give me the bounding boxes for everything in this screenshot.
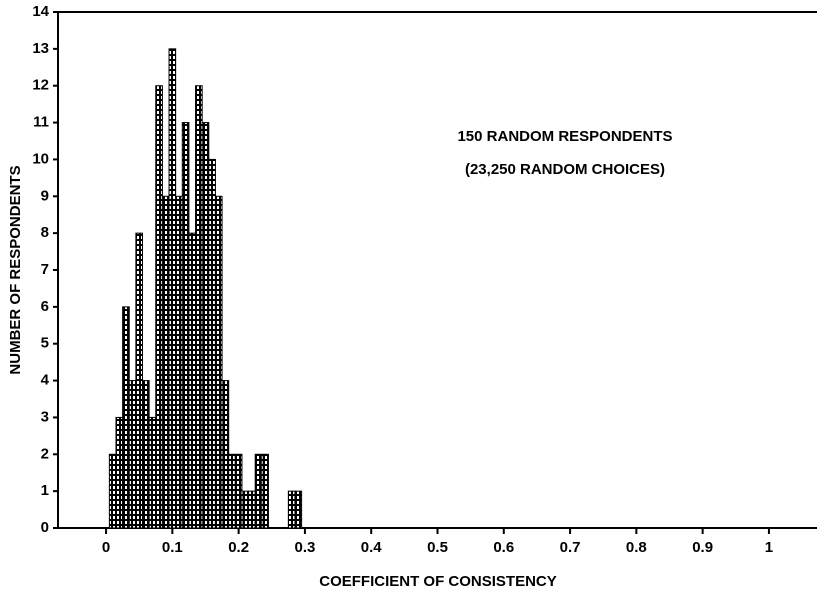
- bar: [234, 453, 243, 529]
- bar: [261, 453, 269, 529]
- y-tick-label: 2: [41, 445, 49, 462]
- x-axis-title: COEFFICIENT OF CONSISTENCY: [319, 573, 557, 590]
- y-tick-label: 9: [41, 187, 49, 204]
- x-tick-label: 0.2: [228, 539, 249, 556]
- bar: [115, 416, 124, 529]
- y-tick-label: 14: [32, 3, 49, 20]
- bar: [188, 232, 197, 529]
- y-tick-label: 7: [41, 261, 49, 278]
- bar: [208, 158, 216, 529]
- annotation: (23,250 RANDOM CHOICES): [465, 161, 665, 178]
- bar: [248, 490, 256, 529]
- bar: [108, 453, 117, 529]
- bar: [294, 490, 303, 529]
- x-tick-label: 0.8: [626, 539, 647, 556]
- bar: [161, 195, 170, 529]
- y-tick-label: 12: [32, 77, 49, 94]
- bar: [155, 85, 163, 529]
- x-tick-label: 1: [765, 539, 773, 556]
- bar: [181, 122, 190, 529]
- y-tick-label: 6: [41, 298, 49, 315]
- x-tick-label: 0.1: [162, 539, 183, 556]
- bar: [287, 490, 296, 529]
- bar: [122, 306, 130, 529]
- x-tick-label: 0.3: [294, 539, 315, 556]
- bar: [135, 232, 144, 529]
- x-tick-label: 0.4: [361, 539, 383, 556]
- x-tick-label: 0.5: [427, 539, 448, 556]
- x-tick-label: 0.7: [560, 539, 581, 556]
- y-axis-title: NUMBER OF RESPONDENTS: [7, 165, 24, 374]
- bar: [128, 380, 137, 529]
- bar: [168, 48, 177, 529]
- y-tick-label: 11: [33, 114, 49, 131]
- x-tick-label: 0: [102, 539, 110, 556]
- y-tick-label: 8: [41, 224, 49, 241]
- bar: [175, 195, 183, 529]
- y-tick-label: 13: [32, 40, 49, 57]
- y-tick-label: 3: [41, 408, 49, 425]
- x-tick-label: 0.9: [692, 539, 713, 556]
- y-tick-label: 4: [41, 372, 50, 389]
- annotation: 150 RANDOM RESPONDENTS: [457, 128, 672, 145]
- bar: [148, 416, 157, 529]
- bar: [254, 453, 263, 529]
- bar: [214, 195, 223, 529]
- x-tick-label: 0.6: [493, 539, 514, 556]
- bar: [221, 380, 230, 529]
- bar: [142, 380, 150, 529]
- y-tick-label: 0: [41, 519, 49, 536]
- y-tick-label: 1: [41, 482, 49, 499]
- bar: [241, 490, 250, 529]
- bar: [228, 453, 236, 529]
- y-tick-label: 10: [32, 150, 49, 167]
- y-tick-label: 5: [41, 335, 49, 352]
- bar: [201, 122, 210, 529]
- bar: [195, 85, 203, 529]
